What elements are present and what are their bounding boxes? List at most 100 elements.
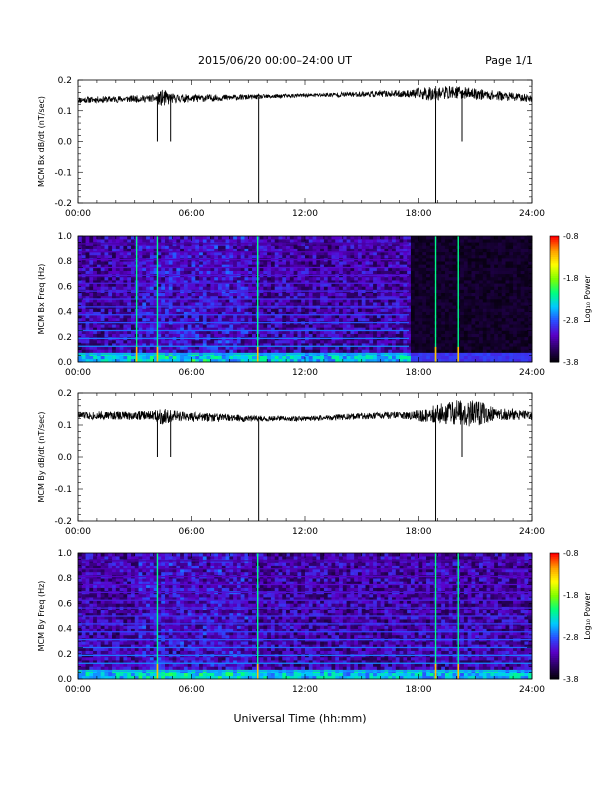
spectrogram-cell — [233, 280, 238, 284]
spectrogram-cell — [452, 273, 457, 278]
spectrogram-cell — [100, 339, 105, 344]
spectrogram-cell — [89, 254, 94, 259]
spectrogram-cell — [403, 280, 408, 284]
spectrogram-cell — [274, 330, 279, 334]
spectrogram-cell — [187, 302, 192, 306]
spectrogram-cell — [475, 308, 480, 312]
spectrogram-cell — [108, 267, 113, 271]
spectrogram-cell — [297, 349, 302, 353]
spectrogram-cell — [301, 311, 306, 316]
spectrogram-cell — [146, 254, 151, 259]
spectrogram-cell — [463, 292, 468, 297]
spectrogram-cell — [267, 343, 272, 347]
spectrogram-cell — [388, 349, 393, 353]
spectrogram-cell — [183, 295, 189, 300]
spectrogram-cell — [497, 261, 503, 265]
spectrogram-cell — [331, 327, 336, 331]
spectrogram-cell — [293, 245, 298, 249]
spectrogram-cell — [528, 251, 533, 256]
spectrogram-cell — [202, 333, 207, 338]
spectrogram-cell — [100, 302, 105, 306]
x-tick-label: 24:00 — [519, 209, 545, 219]
spectrogram-cell — [501, 339, 506, 344]
spectrogram-cell — [195, 302, 200, 306]
spectrogram-cell — [267, 308, 272, 312]
spectrogram-cell — [172, 317, 177, 322]
spectrogram-cell — [308, 295, 313, 300]
spectrogram-cell — [297, 286, 302, 290]
spectrogram-cell — [282, 346, 287, 350]
spectrogram-cell — [407, 330, 412, 334]
spectrogram-cell — [505, 286, 510, 290]
spectrogram-cell — [509, 254, 514, 259]
spectrogram-cell — [407, 308, 412, 312]
spectrogram-cell — [388, 324, 393, 328]
spectrogram-cell — [361, 343, 366, 347]
spectrogram-cell — [153, 264, 158, 268]
spectrogram-cell — [202, 264, 207, 268]
spectrogram-cell — [142, 327, 147, 331]
spectrogram-cell — [467, 286, 472, 290]
spectrogram-cell — [248, 295, 253, 300]
spectrogram-cell — [286, 276, 291, 281]
spectrogram-cell — [339, 314, 344, 319]
spectrogram-cell — [376, 339, 381, 344]
spectrogram-cell — [437, 333, 442, 338]
spectrogram-cell — [392, 286, 397, 290]
spectrogram-cell — [339, 358, 344, 363]
spectrogram-cell — [293, 339, 298, 344]
spectrogram-cell — [199, 251, 204, 256]
spectrogram-cell — [410, 321, 416, 325]
spectrogram-cell — [127, 343, 132, 347]
spectrogram-cell — [104, 330, 109, 334]
spectrogram-cell — [403, 245, 408, 249]
spectrogram-cell — [407, 321, 412, 325]
spectrogram-cell — [305, 283, 310, 287]
spectrogram-cell — [138, 261, 143, 265]
spectrogram-cell — [520, 352, 525, 356]
spectrogram-cell — [297, 324, 302, 328]
spectrogram-cell — [361, 283, 366, 287]
spectrogram-cell — [361, 314, 366, 319]
spectrogram-cell — [149, 245, 154, 249]
spectrogram-cell — [293, 343, 298, 347]
spectrogram-cell — [195, 343, 200, 347]
spectrogram-cell — [149, 308, 154, 312]
spectrogram-cell — [342, 330, 347, 334]
spectrogram-cell — [229, 333, 234, 338]
spectrogram-cell — [85, 248, 90, 253]
spectrogram-cell — [161, 254, 166, 259]
spectrogram-cell — [471, 346, 476, 350]
spectrogram-cell — [520, 349, 525, 353]
spectrogram-cell — [520, 333, 525, 338]
spectrogram-cell — [528, 236, 533, 240]
spectrogram-cell — [187, 314, 192, 319]
spectrogram-cell — [452, 330, 457, 334]
spectrogram-cell — [248, 286, 253, 290]
spectrogram-cell — [263, 248, 268, 253]
spectrogram-cell — [259, 267, 264, 271]
spectrogram-cell — [270, 324, 276, 328]
spectrogram-cell — [229, 239, 234, 243]
spectrogram-cell — [96, 276, 101, 281]
spectrogram-cell — [199, 239, 204, 243]
spectrogram-cell — [380, 270, 385, 275]
spectrogram-cell — [516, 343, 521, 347]
spectrogram-cell — [274, 324, 279, 328]
spectrogram-cell — [308, 239, 313, 243]
spectrogram-cell — [308, 358, 313, 363]
spectrogram-cell — [308, 286, 313, 290]
spectrogram-cell — [93, 327, 98, 331]
spectrogram-cell — [403, 283, 408, 287]
spectrogram-cell — [248, 327, 253, 331]
spectrogram-cell — [384, 267, 389, 271]
spectrogram-cell — [410, 267, 416, 271]
spectrogram-cell — [513, 339, 518, 344]
spectrogram-cell — [460, 358, 465, 363]
spectrogram-cell — [357, 346, 363, 350]
spectrogram-cell — [138, 333, 143, 338]
spectrogram-cell — [202, 308, 207, 312]
spectrogram-cell — [422, 248, 427, 253]
spectrogram-cell — [108, 333, 113, 338]
spectrogram-cell — [301, 251, 306, 256]
